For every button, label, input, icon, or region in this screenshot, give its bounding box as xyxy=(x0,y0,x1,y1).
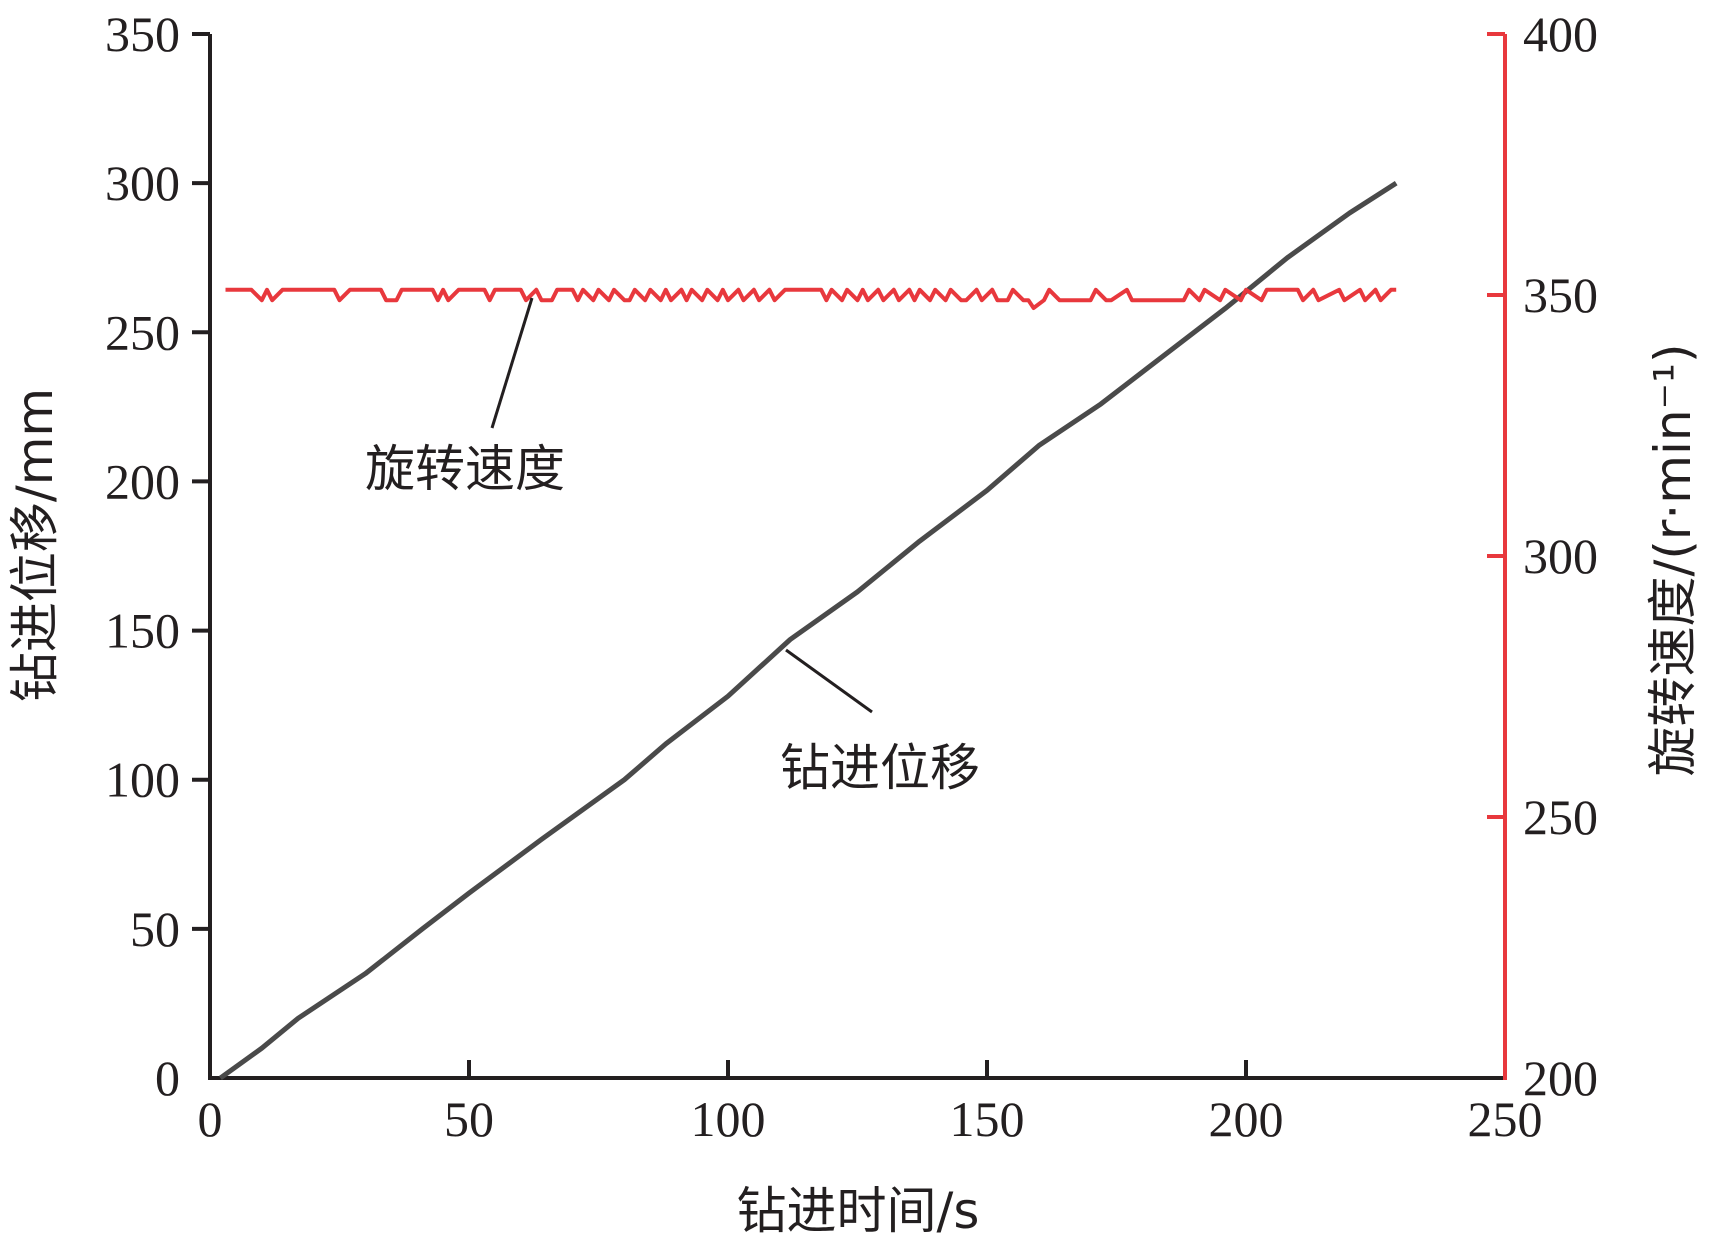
speed-annotation-leader xyxy=(490,297,534,429)
series-layer xyxy=(218,180,1398,1081)
left-y-tick-label: 300 xyxy=(105,155,180,211)
left-y-axis-title: 钻进位移/mm xyxy=(6,388,64,702)
displacement-annotation-label: 钻进位移 xyxy=(780,739,980,797)
left-y-tick-label: 0 xyxy=(155,1050,180,1106)
displacement-annotation-leader xyxy=(785,648,873,714)
x-tick-label: 150 xyxy=(950,1091,1025,1147)
x-tick-label: 250 xyxy=(1468,1091,1543,1147)
left-y-tick-label: 200 xyxy=(105,453,180,509)
right-y-tick-label: 300 xyxy=(1523,528,1598,584)
left-y-tick-label: 150 xyxy=(105,603,180,659)
left-y-axis-ticks: 0 50 100 150 200 250 300 350 xyxy=(105,6,210,1106)
left-y-tick-label: 100 xyxy=(105,752,180,808)
right-y-tick-label: 200 xyxy=(1523,1050,1598,1106)
left-y-tick-label: 50 xyxy=(130,901,180,957)
right-y-tick-label: 400 xyxy=(1523,6,1598,62)
right-y-axis-ticks: 200 250 300 350 400 xyxy=(1487,6,1598,1106)
rotation-speed-series-line xyxy=(225,287,1397,310)
x-axis-title: 钻进时间/s xyxy=(737,1182,980,1240)
right-y-tick-label: 250 xyxy=(1523,789,1598,845)
x-tick-label: 50 xyxy=(444,1091,494,1147)
x-tick-label: 100 xyxy=(691,1091,766,1147)
left-y-tick-label: 350 xyxy=(105,6,180,62)
left-y-tick-label: 250 xyxy=(105,304,180,360)
right-y-tick-label: 350 xyxy=(1523,267,1598,323)
speed-annotation-label: 旋转速度 xyxy=(365,440,565,498)
x-tick-label: 0 xyxy=(198,1091,223,1147)
x-axis-ticks: 0 50 100 150 200 250 xyxy=(198,1060,1543,1147)
x-tick-label: 200 xyxy=(1209,1091,1284,1147)
drilling-displacement-series-line xyxy=(218,180,1398,1081)
right-y-axis-title: 旋转速度/(r·min⁻¹) xyxy=(1644,343,1702,776)
